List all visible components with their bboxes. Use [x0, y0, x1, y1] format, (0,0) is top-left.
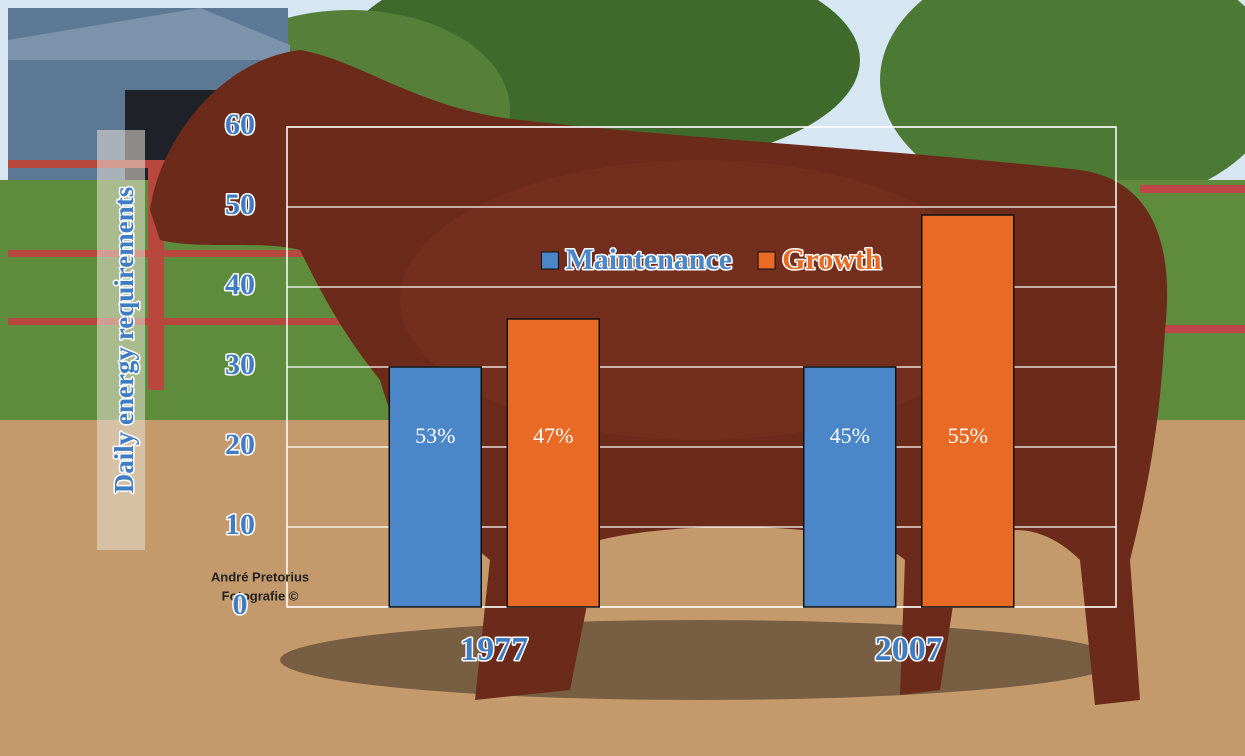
share-label: 47% — [533, 423, 573, 448]
legend: Maintenance Growth — [540, 241, 883, 277]
share-label: 53% — [415, 423, 455, 448]
x-tick-label: 1977 — [460, 631, 528, 668]
y-tick-label: 20 — [225, 428, 255, 461]
share-label: 45% — [830, 423, 870, 448]
y-tick-label: 0 — [233, 588, 248, 621]
y-tick-label: 40 — [225, 268, 255, 301]
legend-label: Growth — [782, 243, 882, 276]
photo-credit: André Pretorius — [211, 569, 309, 584]
bar — [803, 366, 897, 608]
photo-credit: Fotografie © — [222, 588, 299, 603]
bar — [388, 366, 482, 608]
bar — [921, 214, 1015, 608]
share-label: 55% — [948, 423, 988, 448]
y-axis-label: Daily energy requirements — [109, 187, 139, 493]
y-label-backdrop — [97, 130, 145, 550]
y-tick-label: 30 — [225, 348, 255, 381]
y-tick-label: 60 — [225, 108, 255, 141]
legend-label: Maintenance — [565, 243, 732, 276]
legend-swatch — [757, 251, 776, 270]
x-tick-label: 2007 — [875, 631, 943, 668]
y-tick-label: 10 — [225, 508, 255, 541]
y-tick-label: 50 — [225, 188, 255, 221]
legend-swatch — [540, 251, 559, 270]
bar — [506, 318, 600, 608]
